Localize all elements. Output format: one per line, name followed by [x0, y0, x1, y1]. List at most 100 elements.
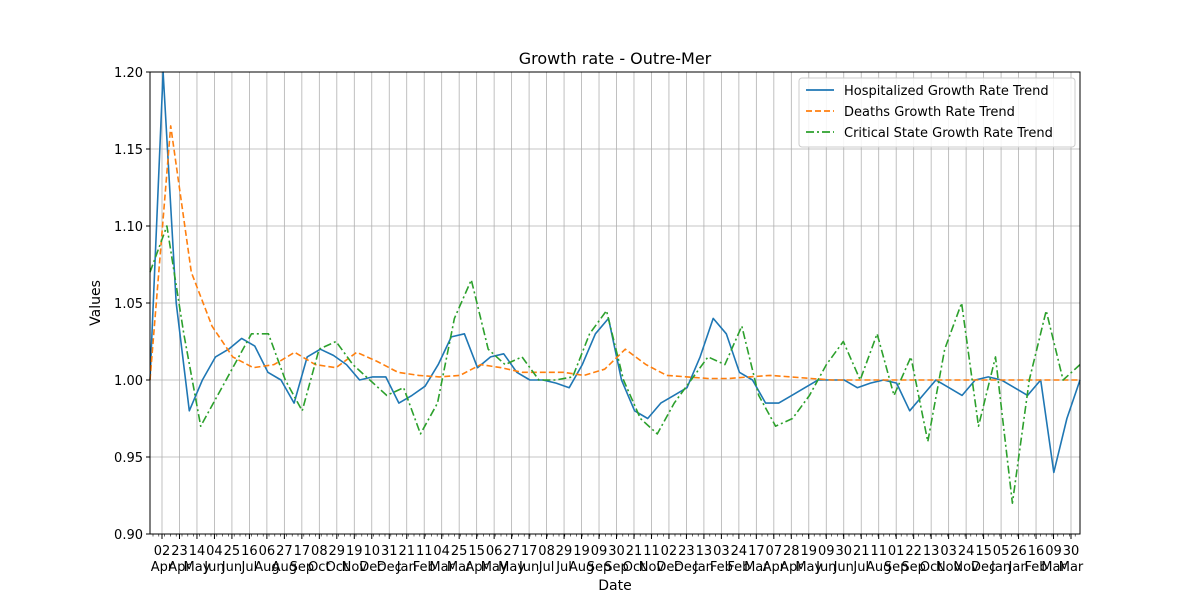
x-tick-label-day: 30 — [1063, 544, 1080, 559]
x-tick-label-day: 15 — [468, 544, 485, 559]
x-tick-label-month: Jun — [833, 560, 854, 575]
x-tick-label-day: 24 — [958, 544, 975, 559]
x-tick-label-month: Dec — [359, 560, 384, 575]
x-tick-label-month: Dec — [656, 560, 681, 575]
x-tick-label-day: 13 — [923, 544, 940, 559]
x-tick-label-month: Jul — [852, 560, 869, 575]
series-line-3 — [149, 225, 1081, 505]
x-tick-label-day: 23 — [171, 544, 188, 559]
series-line-2 — [149, 125, 1080, 381]
x-tick-label-month: Oct — [308, 560, 330, 575]
x-tick-label-month: Sep — [587, 560, 612, 575]
x-tick-label-month: Dec — [971, 560, 996, 575]
grid — [150, 71, 1080, 535]
x-tick-label-month: Aug — [254, 560, 279, 575]
x-tick-label-month: Apr — [151, 560, 174, 575]
x-tick-label-month: Feb — [727, 560, 750, 575]
x-axis: 02Apr23Apr14May04Jun25Jun16Jul06Aug27Aug… — [151, 534, 1084, 575]
y-tick-label: 1.05 — [114, 297, 143, 312]
x-tick-label-day: 17 — [521, 544, 538, 559]
series-line-1 — [149, 71, 1081, 474]
x-tick-label-month: Jul — [241, 560, 258, 575]
x-tick-label-day: 17 — [294, 544, 311, 559]
x-tick-label-month: Jan — [693, 560, 714, 575]
x-tick-label-month: Jun — [815, 560, 836, 575]
x-tick-label-day: 07 — [766, 544, 783, 559]
x-tick-label-month: Jun — [221, 560, 242, 575]
x-tick-label-month: Apr — [763, 560, 786, 575]
x-tick-label-day: 30 — [835, 544, 852, 559]
x-tick-label-day: 27 — [503, 544, 520, 559]
x-tick-label-day: 15 — [975, 544, 992, 559]
x-tick-label-month: May — [795, 560, 822, 575]
x-tick-label-month: Dec — [674, 560, 699, 575]
x-tick-label-day: 08 — [311, 544, 328, 559]
x-tick-label-month: Mar — [447, 560, 472, 575]
x-tick-label-day: 04 — [206, 544, 223, 559]
x-tick-label-day: 29 — [329, 544, 346, 559]
x-tick-label-month: May — [481, 560, 508, 575]
x-tick-label-day: 23 — [678, 544, 695, 559]
x-tick-label-month: Feb — [710, 560, 733, 575]
x-tick-label-month: Mar — [1059, 560, 1084, 575]
x-tick-label-day: 09 — [591, 544, 608, 559]
x-tick-label-day: 25 — [451, 544, 468, 559]
x-tick-label-day: 22 — [905, 544, 922, 559]
y-axis: 0.90 0.95 1.00 1.05 1.10 1.15 1.20 — [114, 66, 150, 543]
x-tick-label-day: 09 — [1045, 544, 1062, 559]
x-tick-label-day: 24 — [731, 544, 748, 559]
x-tick-label-month: Oct — [623, 560, 645, 575]
x-tick-label-month: Jun — [203, 560, 224, 575]
x-tick-label-day: 29 — [556, 544, 573, 559]
x-tick-label-day: 17 — [748, 544, 765, 559]
x-tick-label-month: Aug — [272, 560, 297, 575]
x-tick-label-day: 21 — [853, 544, 870, 559]
x-tick-label-month: Sep — [884, 560, 909, 575]
x-tick-label-month: Sep — [604, 560, 629, 575]
x-tick-label-month: Jan — [396, 560, 417, 575]
x-tick-label-month: Jun — [518, 560, 539, 575]
x-tick-label-month: Sep — [290, 560, 315, 575]
x-tick-label-month: Jan — [990, 560, 1011, 575]
x-tick-label-day: 10 — [363, 544, 380, 559]
series-group — [149, 71, 1081, 505]
x-tick-label-day: 16 — [1028, 544, 1045, 559]
x-tick-label-day: 03 — [713, 544, 730, 559]
x-tick-label-month: Dec — [377, 560, 402, 575]
x-tick-label-month: Aug — [866, 560, 891, 575]
y-tick-label: 1.10 — [114, 220, 143, 235]
x-tick-label-month: Mar — [1041, 560, 1066, 575]
x-tick-label-day: 13 — [696, 544, 713, 559]
x-tick-label-month: Oct — [920, 560, 942, 575]
y-axis-label: Values — [88, 280, 104, 326]
x-tick-label-month: Apr — [168, 560, 191, 575]
x-tick-label-day: 11 — [870, 544, 887, 559]
x-tick-label-month: Oct — [326, 560, 348, 575]
y-tick-label: 1.20 — [114, 66, 143, 81]
legend-label-3: Critical State Growth Rate Trend — [844, 126, 1053, 141]
x-tick-label-day: 02 — [154, 544, 171, 559]
x-tick-label-day: 31 — [381, 544, 398, 559]
x-tick-label-month: Feb — [413, 560, 436, 575]
x-tick-label-month: Jul — [538, 560, 555, 575]
x-tick-label-month: Jan — [1008, 560, 1029, 575]
legend-box — [798, 77, 1076, 148]
x-tick-label-month: Feb — [1025, 560, 1048, 575]
legend: Hospitalized Growth Rate Trend Deaths Gro… — [798, 77, 1076, 148]
y-tick-label: 1.15 — [114, 143, 143, 158]
x-tick-label-day: 05 — [993, 544, 1010, 559]
x-tick-label-day: 06 — [486, 544, 503, 559]
x-tick-label-month: Sep — [901, 560, 926, 575]
x-tick-label-month: Mar — [429, 560, 454, 575]
x-tick-label-month: May — [184, 560, 211, 575]
x-tick-label-month: Nov — [342, 560, 368, 575]
x-tick-label-day: 11 — [643, 544, 660, 559]
x-tick-label-day: 04 — [433, 544, 450, 559]
legend-label-1: Hospitalized Growth Rate Trend — [844, 84, 1049, 99]
x-tick-label-month: Aug — [569, 560, 594, 575]
x-tick-label-day: 14 — [189, 544, 206, 559]
x-tick-label-day: 25 — [224, 544, 241, 559]
legend-label-2: Deaths Growth Rate Trend — [844, 105, 1015, 120]
